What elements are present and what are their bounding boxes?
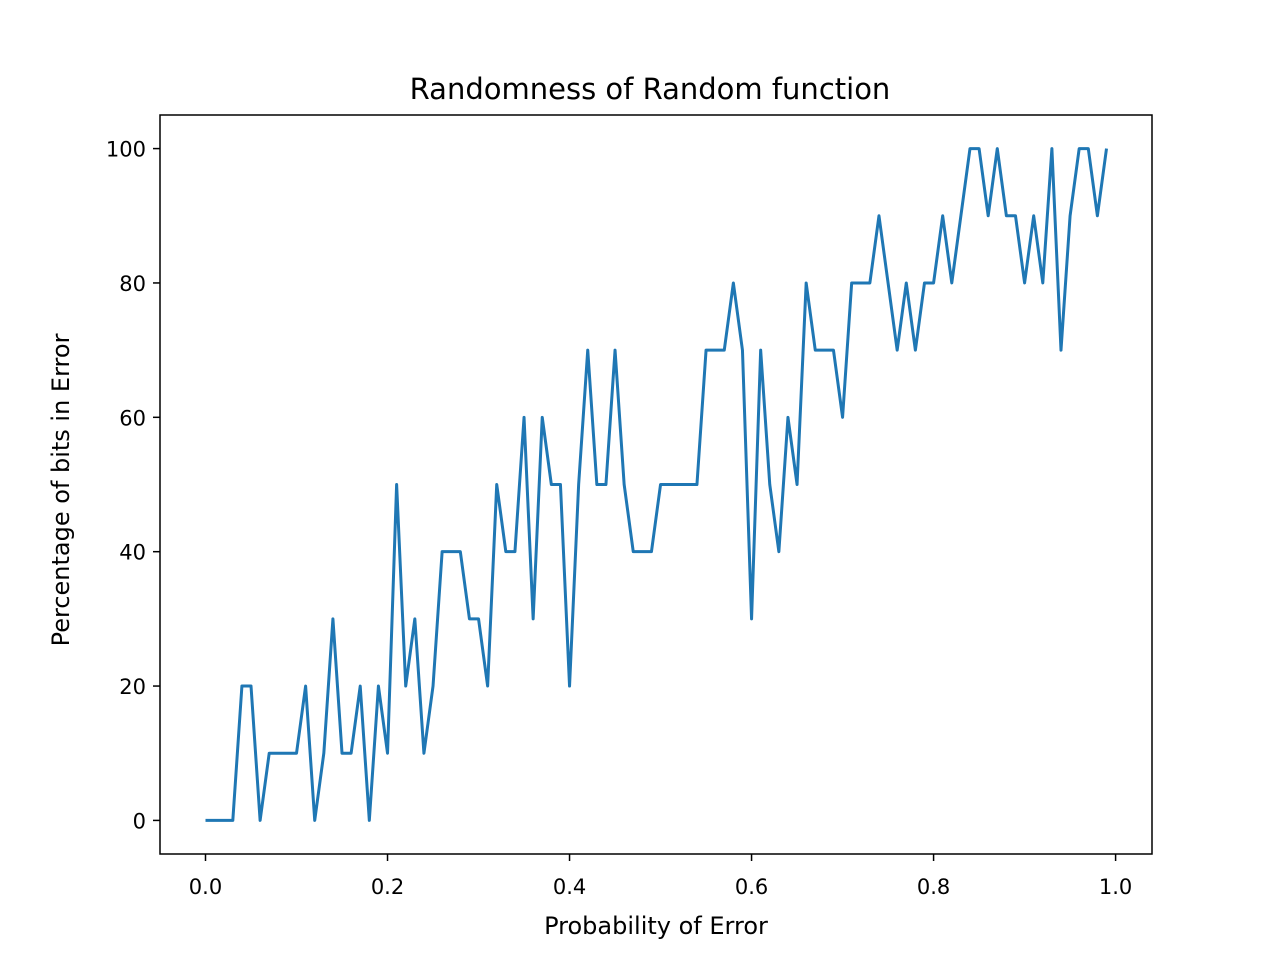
axis-ticks: 0.0 0.2 0.4 0.6 0.8 1.0 0 20 40 60 80 100 (106, 138, 1132, 899)
y-tick-label: 60 (119, 406, 146, 430)
y-tick-label: 20 (119, 675, 146, 699)
y-tick-label: 100 (106, 138, 146, 162)
x-tick-label: 0.2 (371, 875, 404, 899)
x-tick-label: 0.6 (735, 875, 768, 899)
x-axis-label: Probability of Error (544, 912, 768, 940)
x-tick-label: 0.0 (189, 875, 222, 899)
y-axis-label: Percentage of bits in Error (47, 333, 75, 646)
y-tick-label: 40 (119, 541, 146, 565)
plot-frame (159, 114, 1153, 855)
y-tick-label: 0 (133, 809, 146, 833)
y-tick-label: 80 (119, 272, 146, 296)
x-tick-label: 1.0 (1099, 875, 1132, 899)
chart-title: Randomness of Random function (410, 72, 891, 106)
x-tick-label: 0.4 (553, 875, 586, 899)
x-tick-label: 0.8 (917, 875, 950, 899)
series-line (205, 147, 1108, 822)
